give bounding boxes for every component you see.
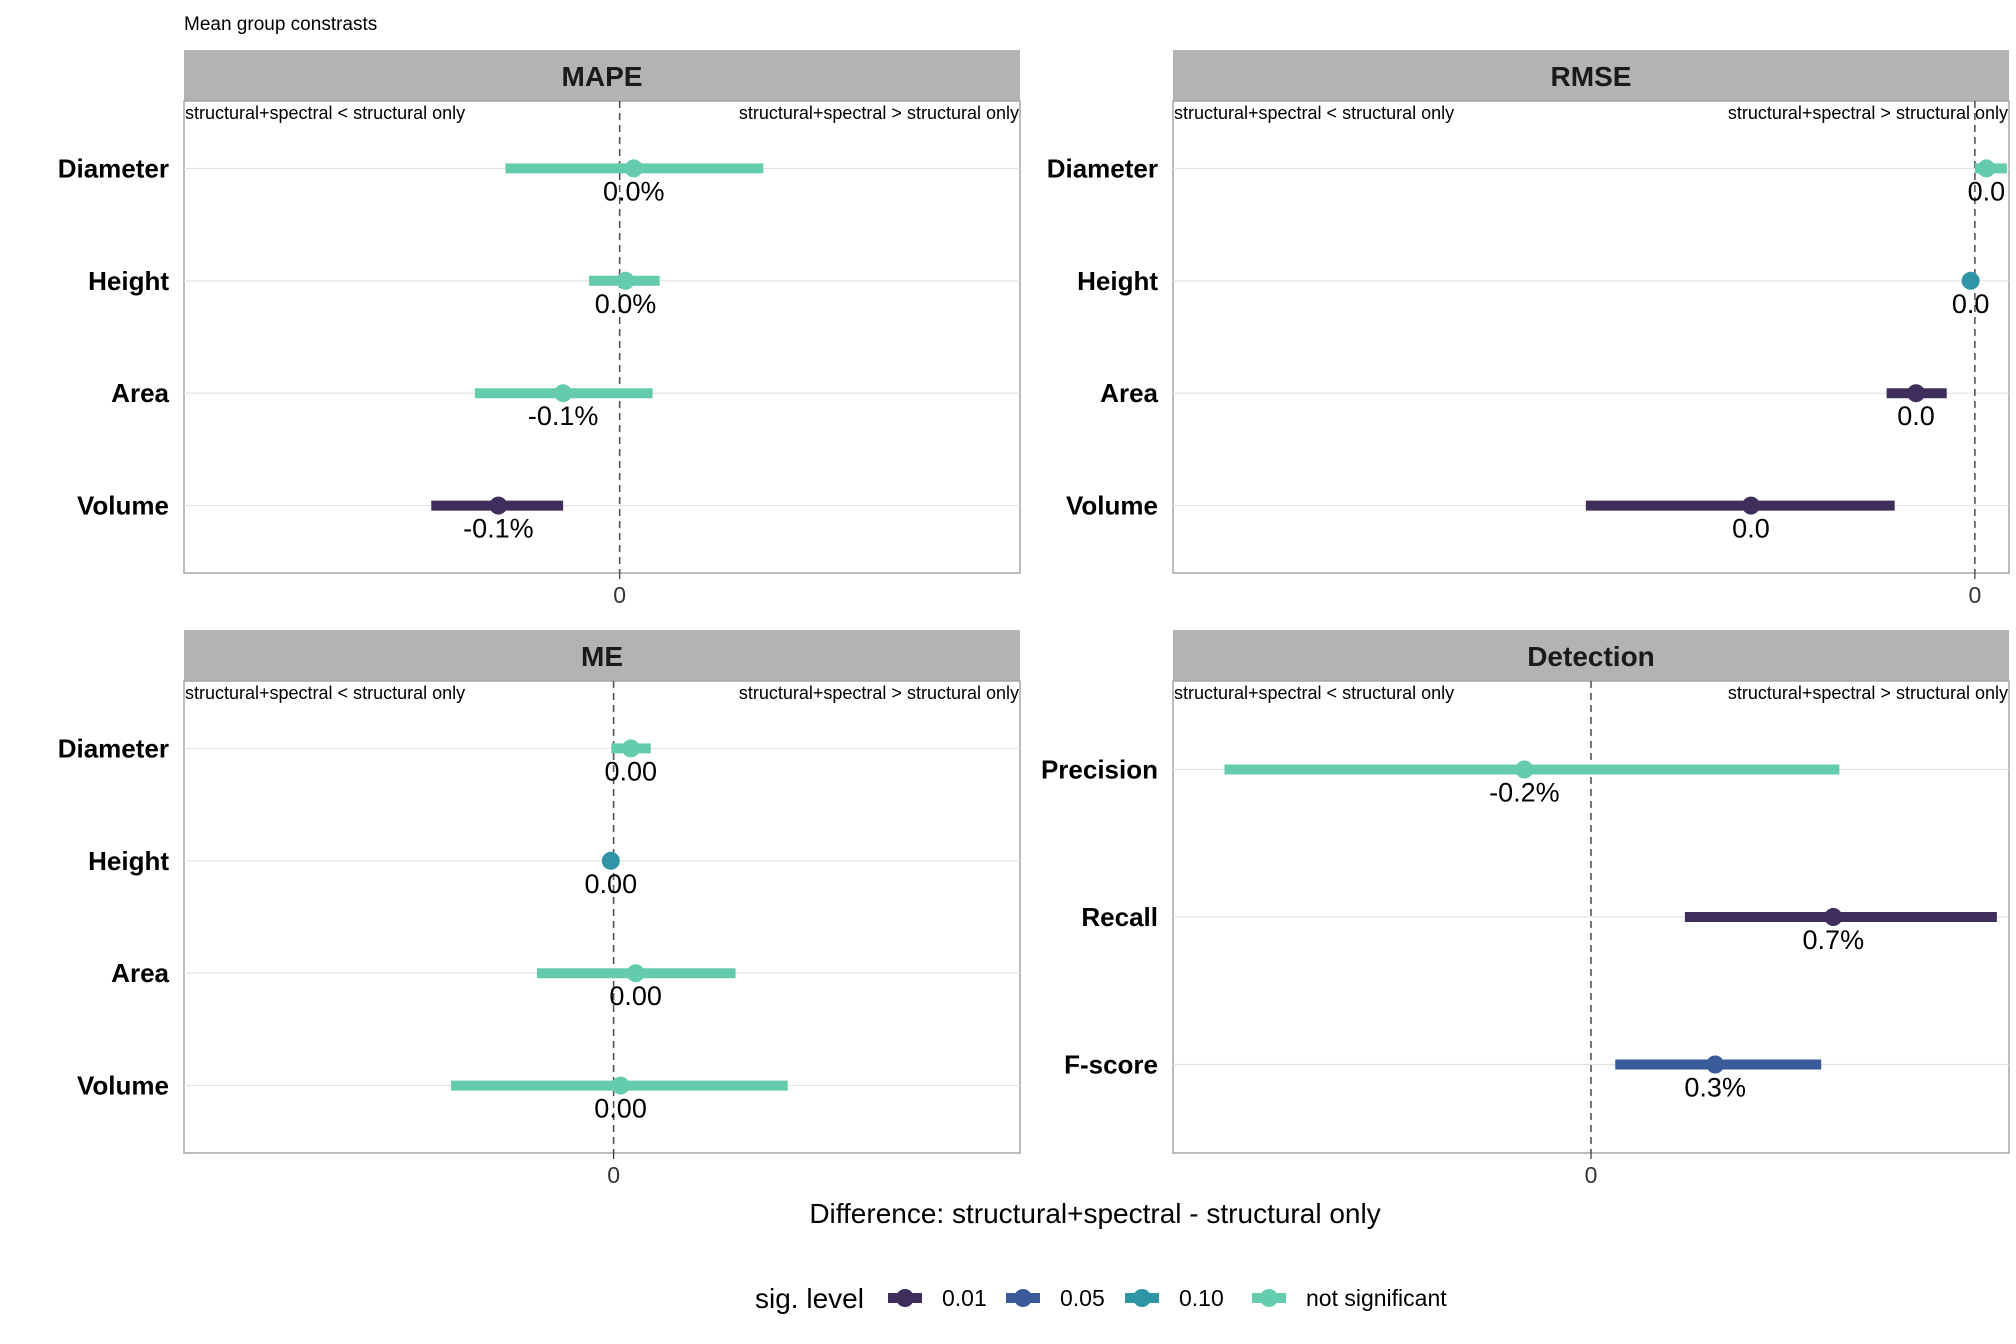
facet-strip (184, 630, 1020, 681)
facet-title: MAPE (562, 61, 643, 92)
value-label: -0.2% (1489, 778, 1560, 808)
estimate-point (489, 496, 508, 515)
facet-title: ME (581, 641, 623, 672)
x-tick-label: 0 (1585, 1162, 1598, 1188)
category-label: Volume (77, 1071, 169, 1101)
value-label: 0.7% (1803, 925, 1865, 955)
note-right: structural+spectral > structural only (1728, 103, 2008, 123)
legend-key-point (1014, 1289, 1032, 1307)
x-tick-label: 0 (613, 582, 626, 608)
category-label: Diameter (58, 733, 169, 763)
chart-subtitle: Mean group constrasts (184, 14, 377, 35)
note-left: structural+spectral < structural only (185, 103, 465, 123)
value-label: -0.1% (463, 514, 534, 544)
estimate-point (1741, 496, 1760, 515)
legend-label: 0.10 (1179, 1285, 1224, 1311)
category-label: Height (88, 266, 169, 296)
estimate-point (1824, 908, 1843, 926)
value-label: 0.00 (585, 869, 638, 899)
legend-label: 0.05 (1060, 1285, 1105, 1311)
value-label: 0.00 (605, 756, 658, 786)
estimate-point (626, 964, 645, 983)
note-right: structural+spectral > structural only (1728, 683, 2008, 703)
legend: sig. level 0.01 0.05 0.10 not significant (755, 1283, 1447, 1314)
estimate-point (1961, 271, 1980, 290)
value-label: 0.3% (1684, 1073, 1746, 1103)
panel-detection: Detection structural+spectral < structura… (1041, 630, 2010, 1188)
note-right: structural+spectral > structural only (739, 103, 1019, 123)
value-label: 0.00 (594, 1094, 647, 1124)
estimate-point (1706, 1055, 1725, 1074)
panel-me: ME structural+spectral < structural only s… (58, 630, 1021, 1188)
legend-key-point (896, 1289, 914, 1307)
legend-label: not significant (1306, 1285, 1447, 1311)
panel-rmse: RMSE structural+spectral < structural onl… (1047, 50, 2010, 608)
category-label: Diameter (58, 153, 169, 183)
category-label: Area (1100, 378, 1158, 408)
estimate-point (1977, 159, 1996, 178)
note-right: structural+spectral > structural only (739, 683, 1019, 703)
x-axis-title: Difference: structural+spectral - struct… (809, 1198, 1380, 1229)
legend-item: 0.01 (888, 1285, 987, 1311)
category-label: Height (1077, 266, 1158, 296)
category-label: Height (88, 846, 169, 876)
value-label: 0.0 (1732, 514, 1770, 544)
estimate-point (601, 851, 620, 870)
facet-strip (1173, 50, 2009, 101)
category-label: Volume (77, 491, 169, 521)
x-tick-label: 0 (1968, 582, 1981, 608)
facet-strip (184, 50, 1020, 101)
value-label: 0.00 (609, 981, 662, 1011)
legend-item: 0.10 (1125, 1285, 1224, 1311)
plot-area (183, 100, 1021, 574)
facet-title: Detection (1527, 641, 1655, 672)
panel-mape: MAPE structural+spectral < structural onl… (58, 50, 1021, 608)
value-label: -0.1% (528, 401, 599, 431)
legend-key-point (1260, 1289, 1278, 1307)
note-left: structural+spectral < structural only (1174, 683, 1454, 703)
estimate-point (1907, 384, 1926, 403)
legend-key-point (1133, 1289, 1151, 1307)
category-label: Diameter (1047, 153, 1158, 183)
category-label: Recall (1081, 902, 1158, 932)
estimate-point (1515, 760, 1534, 779)
category-label: Volume (1066, 491, 1158, 521)
legend-title: sig. level (755, 1283, 864, 1314)
category-label: F-score (1064, 1050, 1158, 1080)
value-label: 0.0% (603, 176, 665, 206)
facet-title: RMSE (1551, 61, 1632, 92)
value-label: 0.0% (595, 289, 657, 319)
plot-area (183, 680, 1021, 1154)
category-label: Area (111, 378, 169, 408)
note-left: structural+spectral < structural only (185, 683, 465, 703)
category-label: Precision (1041, 755, 1158, 785)
estimate-point (616, 271, 635, 290)
value-label: 0.0 (1897, 401, 1935, 431)
facet-panels: MAPE structural+spectral < structural onl… (58, 50, 2010, 1188)
category-label: Area (111, 958, 169, 988)
value-label: 0.0 (1968, 176, 2006, 206)
estimate-point (554, 384, 573, 403)
estimate-point (624, 159, 643, 178)
legend-item: 0.05 (1006, 1285, 1105, 1311)
legend-item: not significant (1252, 1285, 1447, 1311)
plot-area (1172, 100, 2010, 574)
facet-strip (1173, 630, 2009, 681)
legend-label: 0.01 (942, 1285, 987, 1311)
estimate-point (621, 739, 640, 758)
estimate-point (611, 1076, 630, 1095)
value-label: 0.0 (1952, 289, 1990, 319)
x-tick-label: 0 (607, 1162, 620, 1188)
note-left: structural+spectral < structural only (1174, 103, 1454, 123)
